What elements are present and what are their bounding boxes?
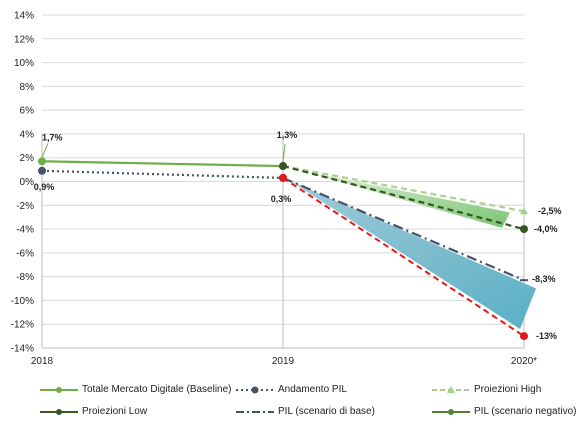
data-point: [520, 332, 528, 341]
legend-label: Proiezioni High: [474, 384, 542, 395]
solid-line-circle-icon: [40, 386, 78, 393]
solid-line-circle-icon: [432, 408, 470, 415]
legend-label: Proiezioni Low: [82, 406, 148, 417]
pil-projection-area: [289, 180, 536, 329]
line-chart: 14% 12% 10% 8% 6% 4% 2% 0% -2% -4% -6% -8% -10% -12% -…: [11, 11, 562, 368]
data-point: [520, 225, 528, 234]
dashdot-line-icon: [236, 410, 274, 413]
leader-line: [282, 143, 286, 163]
x-tick-label: 2018: [31, 356, 54, 367]
legend-label: Andamento PIL: [278, 384, 347, 395]
series-markers: [38, 157, 528, 341]
y-axis: 14% 12% 10% 8% 6% 4% 2% 0% -2% -4% -6% -8% -10% -12% -…: [11, 11, 34, 355]
y-tick-label: -6%: [16, 248, 34, 259]
leader-line: [41, 143, 49, 158]
legend-item-pil-negativo[interactable]: PIL (scenario negativo): [432, 406, 576, 417]
projection-areas: [289, 169, 536, 329]
data-point: [279, 162, 287, 171]
series-line-4: [282, 176, 525, 282]
data-point: [38, 157, 46, 166]
legend-item-pil-base[interactable]: PIL (scenario di base): [236, 406, 375, 417]
series-lines: [41, 160, 525, 337]
y-tick-label: 10%: [14, 58, 34, 69]
data-label: 1,7%: [42, 132, 63, 142]
dotted-line-circle-icon: [236, 386, 274, 393]
series-line-3: [282, 164, 525, 231]
y-tick-label: -4%: [16, 225, 34, 236]
y-tick-label: 4%: [20, 129, 35, 140]
data-label: 0,3%: [271, 194, 292, 204]
legend-label: PIL (scenario negativo): [474, 406, 577, 417]
data-label: -2,5%: [538, 206, 562, 216]
solid-line-circle-icon: [40, 408, 78, 415]
data-point: [279, 173, 287, 182]
dashed-line-triangle-icon: [432, 385, 470, 393]
series-line-1: [41, 169, 284, 180]
data-label: -13%: [536, 331, 557, 341]
data-label: -4,0%: [534, 224, 558, 234]
y-tick-label: -2%: [16, 201, 34, 212]
y-tick-label: -10%: [11, 296, 34, 307]
y-tick-label: -12%: [11, 320, 34, 331]
data-label: 1,3%: [277, 130, 298, 140]
legend-label: PIL (scenario di base): [278, 406, 375, 417]
y-tick-label: 14%: [14, 11, 34, 22]
high-low-projection-area: [297, 169, 510, 228]
y-tick-label: -8%: [16, 272, 34, 283]
legend-item-proiezioni-low[interactable]: Proiezioni Low: [40, 406, 147, 417]
legend-label: Totale Mercato Digitale (Baseline): [82, 384, 232, 395]
data-label: 0,9%: [34, 182, 55, 192]
data-labels: 1,7% 1,3% 0,9% 0,3% -2,5% -4,0% -8,3% -13%: [34, 130, 562, 341]
series-line-2: [282, 164, 525, 213]
data-label: -8,3%: [532, 274, 556, 284]
data-point: [520, 207, 528, 215]
y-tick-label: 2%: [20, 153, 35, 164]
legend-item-baseline[interactable]: Totale Mercato Digitale (Baseline): [40, 384, 232, 395]
legend-item-andamento-pil[interactable]: Andamento PIL: [236, 384, 347, 395]
series-line-0: [41, 160, 284, 168]
y-tick-label: 8%: [20, 82, 35, 93]
x-tick-label: 2019: [272, 356, 295, 367]
data-point: [38, 166, 46, 175]
legend-item-proiezioni-high[interactable]: Proiezioni High: [432, 384, 541, 395]
x-tick-label: 2020*: [511, 356, 537, 367]
y-tick-label: 0%: [20, 177, 35, 188]
y-tick-label: 12%: [14, 34, 34, 45]
y-tick-label: -14%: [11, 344, 34, 355]
y-tick-label: 6%: [20, 106, 35, 117]
series-line-5: [282, 177, 525, 337]
